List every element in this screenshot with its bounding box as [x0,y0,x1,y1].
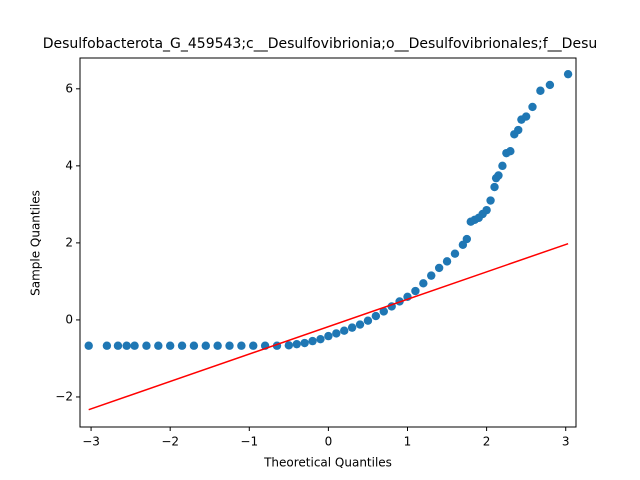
data-point [494,171,503,180]
data-point [332,329,341,338]
data-point [113,341,123,350]
x-tick-label: −1 [240,435,258,449]
data-point [442,257,452,266]
data-point [521,112,531,121]
data-point [142,341,151,350]
data-point [498,161,507,171]
x-tick-label: −3 [82,435,100,449]
data-point [514,125,523,135]
data-point [213,341,222,350]
data-point [419,279,428,288]
data-point [450,249,460,258]
data-point [316,334,325,344]
data-point [379,307,388,316]
data-point [165,341,175,350]
data-point [545,80,555,90]
data-point [363,316,373,325]
data-point [122,341,131,350]
x-tick-label: 3 [562,435,570,449]
data-point [371,311,381,321]
data-point [130,341,139,350]
data-point [84,341,93,350]
data-point [300,338,309,348]
data-point [102,341,112,350]
data-point [292,339,301,349]
data-point [347,323,357,332]
data-point [486,196,495,205]
data-point [249,341,258,350]
data-point [189,341,199,350]
x-tick-label: 0 [325,435,333,449]
data-point [154,341,163,350]
data-point [482,205,491,215]
data-point [427,271,436,280]
data-point [462,234,472,244]
data-point [201,341,210,350]
plot-frame [79,57,577,428]
x-tick-label: 2 [483,435,491,449]
data-point [528,102,537,112]
reference-line [88,242,569,411]
x-axis-label: Theoretical Quantiles [263,456,392,470]
x-tick-label: 1 [404,435,412,449]
chart-title: Desulfobacterota_G_459543;c__Desulfovibr… [43,36,598,52]
data-point [506,147,515,156]
data-point [490,182,499,192]
data-point [177,341,187,350]
data-point [536,86,545,95]
data-point [225,341,234,350]
data-point [237,341,246,350]
y-tick-label: 4 [65,158,73,172]
data-point [411,286,420,296]
y-tick-label: −2 [55,389,73,403]
data-point [324,331,333,341]
y-axis-label: Sample Quantiles [29,190,43,296]
x-tick-label: −2 [161,435,179,449]
data-point [308,336,317,346]
data-point [284,341,294,350]
y-tick-label: 0 [65,312,73,326]
data-point [434,263,444,273]
data-point [340,326,349,335]
y-tick-label: 2 [65,235,73,249]
y-tick-label: 6 [65,81,73,95]
data-point [355,320,365,329]
data-point [563,69,573,79]
